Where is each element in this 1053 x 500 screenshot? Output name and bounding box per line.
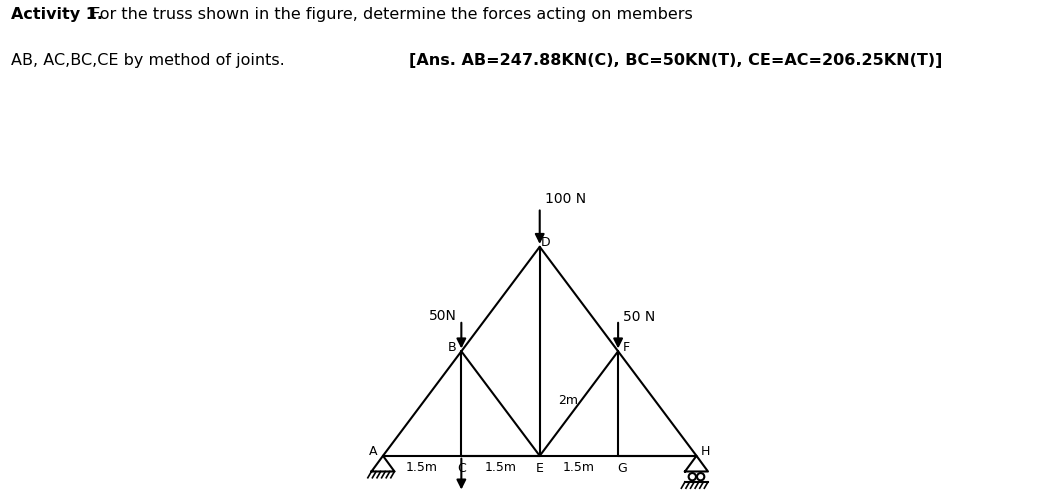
Text: AB, AC,BC,CE by method of joints.: AB, AC,BC,CE by method of joints. <box>11 52 284 68</box>
Text: E: E <box>536 462 543 475</box>
Text: For the truss shown in the figure, determine the forces acting on members: For the truss shown in the figure, deter… <box>86 8 693 22</box>
Text: 50N: 50N <box>429 308 457 322</box>
Text: 1.5m: 1.5m <box>484 461 517 474</box>
Text: 2m: 2m <box>558 394 578 407</box>
Text: A: A <box>370 445 378 458</box>
Text: 1.5m: 1.5m <box>406 461 438 474</box>
Text: Activity 1.: Activity 1. <box>11 8 102 22</box>
Text: H: H <box>701 445 711 458</box>
Text: D: D <box>541 236 551 249</box>
Text: B: B <box>448 340 456 353</box>
Text: C: C <box>457 462 465 475</box>
Text: G: G <box>617 462 628 475</box>
Text: 50N: 50N <box>465 498 494 500</box>
Text: 1.5m: 1.5m <box>563 461 595 474</box>
Text: [Ans. AB=247.88KN(C), BC=50KN(T), CE=AC=206.25KN(T)]: [Ans. AB=247.88KN(C), BC=50KN(T), CE=AC=… <box>409 52 942 68</box>
Text: 50 N: 50 N <box>623 310 656 324</box>
Text: 100 N: 100 N <box>545 192 587 206</box>
Text: F: F <box>622 340 630 353</box>
